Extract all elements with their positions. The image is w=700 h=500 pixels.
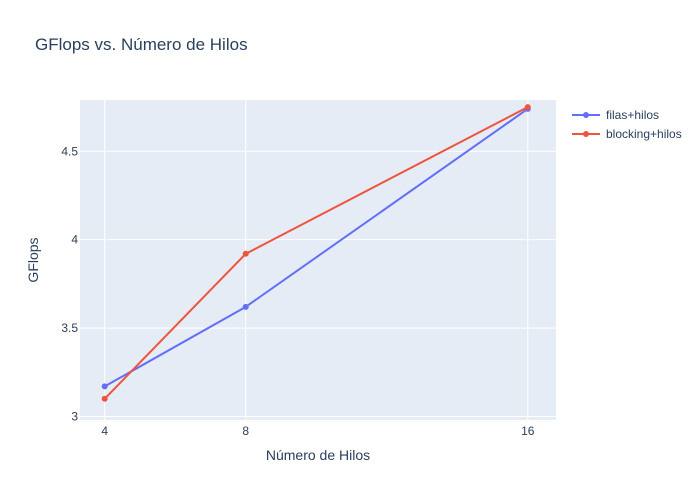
x-tick-label: 16 <box>521 424 535 438</box>
y-tick-label: 3.5 <box>61 321 78 335</box>
y-axis-title: GFlops <box>25 237 41 282</box>
x-tick-label: 8 <box>242 424 249 438</box>
data-point <box>242 303 249 310</box>
series-lines <box>101 104 531 402</box>
data-point <box>242 250 249 257</box>
data-point <box>524 104 531 111</box>
plot-area <box>80 100 556 420</box>
grid-lines <box>80 100 556 420</box>
chart-title: GFlops vs. Número de Hilos <box>35 35 248 54</box>
legend-label: blocking+hilos <box>606 127 682 141</box>
y-tick-label: 3 <box>71 409 78 423</box>
tick-labels: 4 8 16 3 3.5 4 4.5 <box>61 144 534 438</box>
data-point <box>101 383 108 390</box>
legend[interactable]: filas+hilos blocking+hilos <box>572 108 682 141</box>
legend-item[interactable]: filas+hilos <box>572 108 659 122</box>
y-tick-label: 4 <box>71 233 78 247</box>
x-axis-title: Número de Hilos <box>266 447 370 463</box>
data-point <box>101 395 108 402</box>
legend-label: filas+hilos <box>606 108 659 122</box>
y-tick-label: 4.5 <box>61 144 78 158</box>
legend-item[interactable]: blocking+hilos <box>572 127 682 141</box>
legend-marker <box>583 112 589 118</box>
x-tick-label: 4 <box>101 424 108 438</box>
legend-marker <box>583 131 589 137</box>
